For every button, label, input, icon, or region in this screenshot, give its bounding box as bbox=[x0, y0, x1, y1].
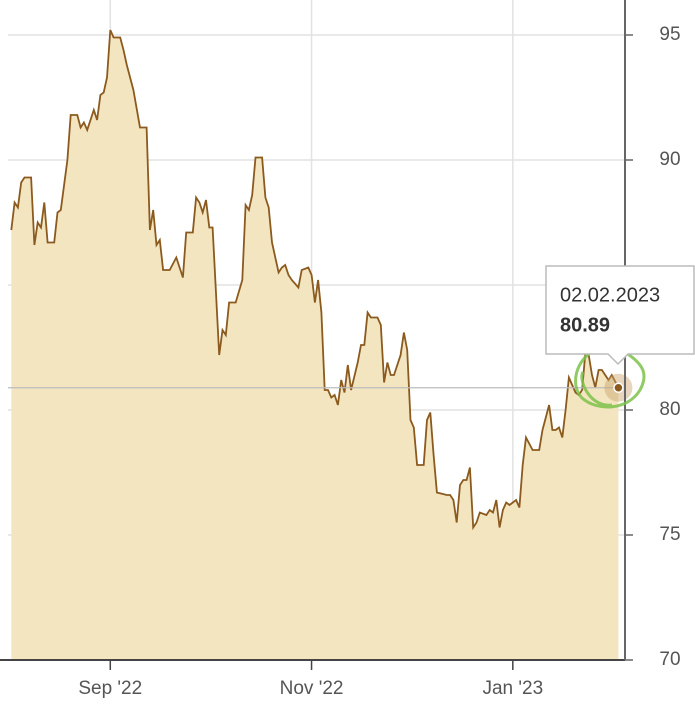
x-tick-label: Sep '22 bbox=[78, 678, 142, 699]
y-tick-label: 95 bbox=[659, 24, 680, 45]
y-tick-label: 70 bbox=[659, 649, 680, 670]
area-fill bbox=[11, 30, 619, 660]
hover-point bbox=[613, 382, 624, 393]
price-line bbox=[10, 29, 620, 531]
x-tick-label: Jan '23 bbox=[482, 678, 543, 699]
tooltip-box bbox=[545, 265, 695, 366]
y-tick-label: 80 bbox=[659, 399, 680, 420]
tooltip: 02.02.2023 80.89 bbox=[545, 265, 695, 366]
tooltip-date: 02.02.2023 bbox=[560, 284, 660, 306]
tooltip-value: 80.89 bbox=[560, 314, 610, 336]
x-tick-label: Nov '22 bbox=[280, 678, 344, 699]
y-tick-label: 75 bbox=[659, 524, 680, 545]
y-tick-label: 90 bbox=[659, 149, 680, 170]
